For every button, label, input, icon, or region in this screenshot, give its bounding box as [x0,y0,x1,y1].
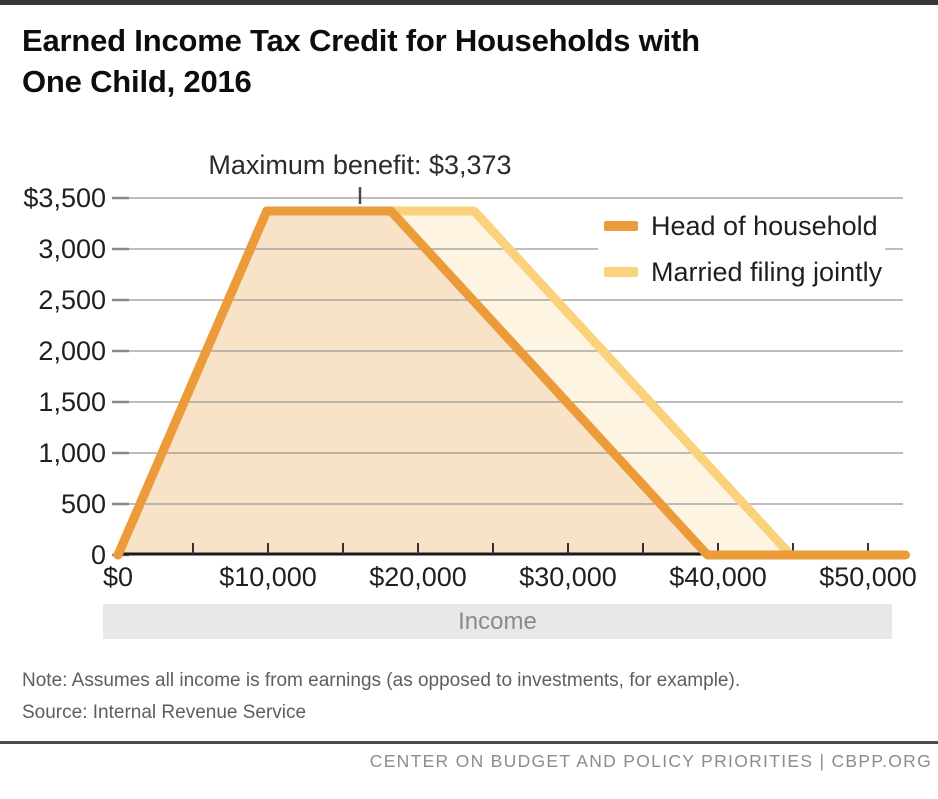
x-axis-tick-label: $20,000 [369,562,467,592]
y-axis-tick-label: 2,000 [38,336,106,366]
page-title-line2: One Child, 2016 [22,64,252,99]
x-axis-tick-label: $10,000 [219,562,317,592]
legend-label-head-of-household: Head of household [651,210,878,241]
y-axis-tick-label: 3,000 [38,234,106,264]
footer-credit: CENTER ON BUDGET AND POLICY PRIORITIES |… [369,751,932,771]
page-title: Earned Income Tax Credit for Households … [22,20,912,102]
y-axis-tick-label: $3,500 [23,183,106,213]
x-axis-tick-label: $50,000 [819,562,917,592]
page-title-line1: Earned Income Tax Credit for Households … [22,23,700,58]
y-axis-tick-label: 0 [90,540,106,570]
eitc-chart-canvas [112,187,910,560]
x-axis-tick-label: $30,000 [519,562,617,592]
legend-item-married-filing-jointly: Married filing jointly [598,250,885,294]
chart-note: Note: Assumes all income is from earning… [22,670,741,691]
y-axis-tick-label: 2,500 [38,285,106,315]
footer-divider [0,741,938,744]
legend-item-head-of-household: Head of household [598,204,885,248]
x-axis-title-band: Income [103,604,892,639]
x-axis-tick-label: $40,000 [669,562,767,592]
x-axis-tick-label: $0 [102,562,134,592]
x-axis-title: Income [458,607,537,635]
y-axis-tick-label: 1,000 [38,438,106,468]
y-axis-tick-label: 500 [60,489,106,519]
chart-legend: Head of household Married filing jointly [598,203,885,295]
y-axis-tick-label: 1,500 [38,387,106,417]
legend-label-married-filing-jointly: Married filing jointly [651,256,883,287]
chart-source: Source: Internal Revenue Service [22,702,307,723]
top-accent-bar [0,0,938,5]
max-benefit-annotation: Maximum benefit: $3,373 [208,150,512,180]
head-of-household-swatch [604,221,638,231]
married-filing-jointly-swatch [604,267,638,277]
